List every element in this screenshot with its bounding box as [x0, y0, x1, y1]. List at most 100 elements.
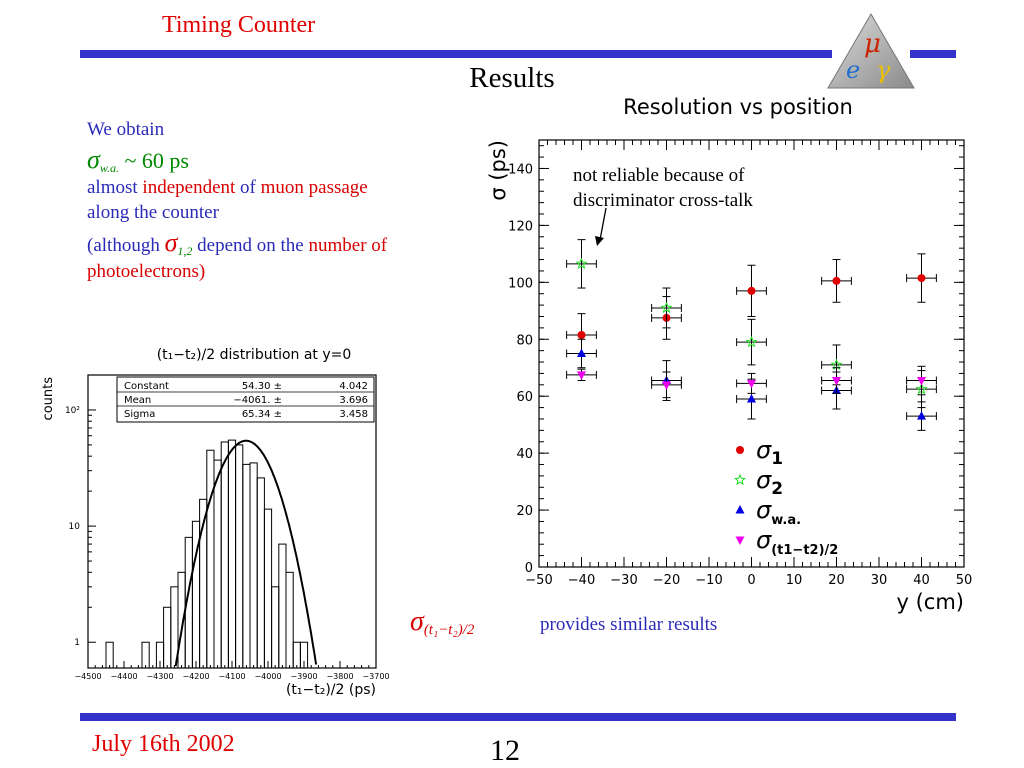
- histogram-bin: [213, 459, 222, 669]
- x-tick-label: −40: [568, 573, 595, 588]
- sigma-wa-subscript: w.a.: [99, 160, 119, 175]
- sigma-wa-line: σw.a. ~ 60 ps: [87, 143, 467, 177]
- legend-label: σ(t1−t2)/2: [756, 526, 838, 558]
- hist-y-tick-label: 10²: [65, 406, 80, 416]
- y-tick-label: 80: [516, 333, 533, 348]
- hist-x-tick-label: −4100: [218, 672, 245, 681]
- stats-value: 54.30 ±: [242, 381, 282, 392]
- y-tick-label: 20: [516, 504, 533, 519]
- legend-marker: [735, 536, 745, 545]
- legend-marker: [735, 505, 745, 514]
- x-tick-label: −10: [695, 573, 722, 588]
- data-point: [832, 276, 841, 285]
- histogram-bin: [163, 606, 172, 669]
- stats-frame: [116, 376, 375, 423]
- cross-talk-annotation: not reliable because of discriminator cro…: [573, 165, 753, 246]
- y-tick-label: 100: [508, 276, 533, 291]
- data-point: [917, 411, 926, 420]
- histogram-bins: [105, 439, 309, 669]
- histogram-bin: [242, 463, 251, 669]
- sigma-t-symbol: σ: [410, 606, 424, 637]
- series-4: [566, 365, 937, 399]
- word-independent: independent: [142, 177, 236, 199]
- data-point: [917, 377, 926, 386]
- histogram-bin: [235, 444, 244, 669]
- hist-x-tick-label: −3700: [362, 672, 389, 681]
- hist-x-tick-label: −4300: [146, 672, 173, 681]
- annotation-text: not reliable because of: [573, 165, 745, 186]
- data-point: [830, 358, 843, 371]
- histogram-plot-area: −4500 −4400 −4300 −4200 −4100 −4000 −3900 −3800…: [41, 374, 390, 698]
- logo-mu: μ: [864, 29, 881, 59]
- data-point: [832, 377, 841, 386]
- x-tick-label: 20: [828, 573, 845, 588]
- data-point: [745, 335, 758, 348]
- series-1: [566, 253, 937, 357]
- annotation-text: discriminator cross-talk: [573, 190, 753, 211]
- word-depend-on-the: depend on the: [197, 234, 304, 256]
- hist-x-tick-label: −3800: [326, 672, 353, 681]
- hist-x-tick-label: −4400: [110, 672, 137, 681]
- footer-date: July 16th 2002: [92, 731, 235, 757]
- intro-line-5: (although σ1,2 depend on the number of: [87, 226, 467, 260]
- stats-name: Sigma: [124, 409, 155, 420]
- histogram-bin: [278, 543, 287, 669]
- data-point: [575, 257, 588, 269]
- legend-marker: [733, 473, 747, 486]
- histogram-bin: [285, 571, 294, 669]
- intro-text: We obtain σw.a. ~ 60 ps almost independe…: [87, 118, 467, 284]
- sigma-symbol: σ: [87, 144, 100, 174]
- stats-name: Mean: [124, 395, 151, 406]
- data-point: [662, 381, 671, 390]
- histogram-bin: [220, 441, 229, 669]
- intro-line-1: We obtain: [87, 119, 165, 140]
- sigma12-symbol: σ: [164, 227, 178, 257]
- x-axis-label: y (cm): [897, 590, 965, 614]
- y-tick-label: 60: [516, 390, 533, 405]
- y-tick-label: 140: [508, 162, 533, 177]
- hist-x-tick-label: −4200: [182, 672, 209, 681]
- resolution-chart-title: Resolution vs position: [623, 95, 853, 119]
- data-point: [577, 330, 586, 339]
- stats-value: 65.34 ±: [242, 409, 282, 420]
- intro-line-4: along the counter: [87, 202, 219, 224]
- stats-box: Constant 54.30 ± 4.042 Mean −4061. ± 3.696 Sig…: [116, 376, 375, 423]
- hist-y-tick-label: 1: [74, 638, 80, 648]
- histogram-bin: [263, 508, 273, 669]
- histogram-bin: [141, 641, 150, 669]
- data-point: [660, 301, 673, 314]
- header-title: Timing Counter: [162, 12, 316, 38]
- histogram-bin: [271, 586, 280, 669]
- x-tick-label: 40: [913, 573, 930, 588]
- y-tick-label: 0: [525, 561, 533, 576]
- data-point: [917, 274, 926, 283]
- similar-results-note: provides similar results: [540, 614, 718, 635]
- data-point: [577, 371, 586, 380]
- x-tick-label: 30: [871, 573, 888, 588]
- word-although: (although: [87, 234, 160, 256]
- legend-marker: [736, 446, 744, 454]
- x-tick-label: −20: [653, 573, 680, 588]
- annotation-arrow: [599, 207, 607, 241]
- data-point: [577, 348, 586, 357]
- slide-title: Results: [469, 62, 555, 94]
- sigma-wa-value: ~ 60 ps: [118, 147, 189, 173]
- stats-name: Constant: [124, 381, 169, 392]
- histogram-title: (t₁−t₂)/2 distribution at y=0: [157, 347, 352, 363]
- data-point: [747, 286, 756, 295]
- y-tick-label: 40: [516, 447, 533, 462]
- meg-logo: μ e γ: [827, 13, 915, 89]
- word-of: of: [240, 177, 256, 199]
- x-tick-label: 10: [786, 573, 803, 588]
- data-point: [747, 379, 756, 389]
- histogram-bin: [292, 641, 301, 669]
- word-almost: almost: [87, 177, 138, 199]
- hist-x-tick-label: −3900: [290, 672, 317, 681]
- annotation-arrowhead: [595, 236, 604, 246]
- series-3: [566, 338, 937, 431]
- hist-x-tick-label: −4000: [254, 672, 281, 681]
- logo-gamma: γ: [876, 56, 891, 84]
- histogram-bin: [299, 641, 309, 669]
- histogram-bin: [256, 477, 265, 669]
